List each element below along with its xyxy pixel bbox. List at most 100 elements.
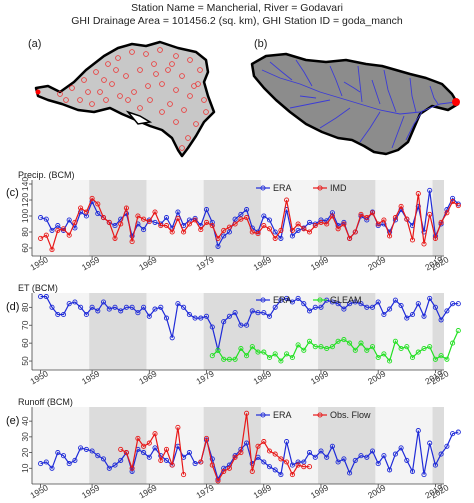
data-point (232, 310, 238, 316)
data-point (295, 342, 301, 348)
data-point (455, 203, 461, 209)
data-point (352, 457, 358, 463)
data-point (427, 211, 433, 217)
data-point (221, 319, 227, 325)
y-tick-label: 30 (20, 432, 30, 442)
data-point (438, 219, 444, 225)
chart-header-line2: GHI Drainage Area = 101456.2 (sq. km), G… (71, 15, 403, 27)
data-point (221, 233, 227, 239)
data-point (432, 304, 438, 310)
data-point (284, 439, 290, 445)
station-marker (173, 119, 179, 125)
data-point (375, 299, 381, 305)
data-point (421, 313, 427, 319)
data-point (301, 347, 307, 353)
legend-label: GLEAM (330, 295, 362, 305)
data-point (306, 338, 313, 344)
series-line (120, 427, 185, 475)
data-point (455, 328, 461, 334)
series-line (40, 430, 459, 481)
data-point (444, 210, 450, 216)
y-tick-label: 60 (20, 338, 30, 348)
data-point (255, 443, 261, 449)
data-point (112, 223, 118, 229)
outlet-station-marker-b (452, 98, 460, 106)
station-marker (115, 55, 121, 61)
data-point (335, 301, 341, 307)
y-tick-label: 80 (20, 302, 30, 312)
data-point (43, 459, 49, 465)
data-point (266, 217, 273, 223)
data-point (249, 308, 255, 314)
data-point (209, 223, 215, 229)
data-point (226, 224, 232, 230)
data-point (427, 344, 433, 350)
data-point (118, 221, 124, 227)
data-point (272, 229, 278, 235)
data-point (455, 429, 461, 435)
station-marker (201, 97, 207, 103)
data-point (106, 465, 112, 471)
data-point (364, 454, 370, 460)
station-marker (159, 81, 165, 87)
legend-label: Obs. Flow (330, 410, 371, 420)
data-point (347, 470, 353, 476)
data-point (198, 459, 204, 465)
data-point (163, 446, 170, 452)
data-point (238, 211, 244, 217)
data-point (329, 210, 335, 216)
data-point (232, 221, 238, 227)
data-point (78, 304, 84, 310)
station-marker (159, 109, 165, 115)
data-point (38, 461, 44, 467)
station-marker (85, 89, 91, 95)
y-tick-label: 80 (20, 227, 30, 237)
legend-label: ERA (273, 410, 292, 420)
data-point (209, 324, 215, 330)
data-point (289, 462, 295, 468)
data-point (324, 221, 330, 227)
data-point (347, 340, 353, 346)
station-marker (137, 105, 143, 111)
data-point (347, 235, 353, 241)
data-point (306, 229, 313, 235)
data-point (438, 451, 444, 457)
data-point (141, 443, 147, 449)
data-point (55, 223, 61, 229)
data-point (369, 448, 376, 454)
data-point (186, 450, 192, 456)
data-point (141, 216, 147, 222)
data-point (278, 472, 284, 478)
data-point (398, 302, 404, 309)
decade-band (203, 407, 261, 484)
data-point (266, 464, 273, 470)
data-point (255, 231, 261, 237)
data-point (100, 299, 107, 305)
legend-swatch-marker (317, 412, 323, 418)
data-point (175, 209, 181, 215)
data-point (123, 450, 129, 456)
data-point (55, 311, 61, 318)
data-point (341, 221, 347, 227)
decade-band (203, 180, 261, 256)
chart-ylabel: Precip. (BCM) (18, 170, 75, 180)
data-point (329, 344, 335, 350)
station-marker (203, 109, 209, 115)
data-point (392, 297, 398, 303)
x-tick-label: 1989 (252, 482, 274, 500)
station-marker (131, 89, 137, 95)
data-point (152, 445, 158, 451)
data-point (215, 347, 221, 353)
data-point (146, 454, 152, 460)
data-point (266, 226, 273, 232)
data-point (284, 295, 290, 301)
decade-band (432, 293, 444, 370)
data-point (244, 207, 250, 213)
station-marker (193, 121, 199, 127)
legend-label: ERA (273, 183, 292, 193)
data-point (398, 445, 404, 451)
data-point (375, 221, 381, 227)
station-marker (109, 81, 115, 87)
data-point (89, 304, 95, 310)
